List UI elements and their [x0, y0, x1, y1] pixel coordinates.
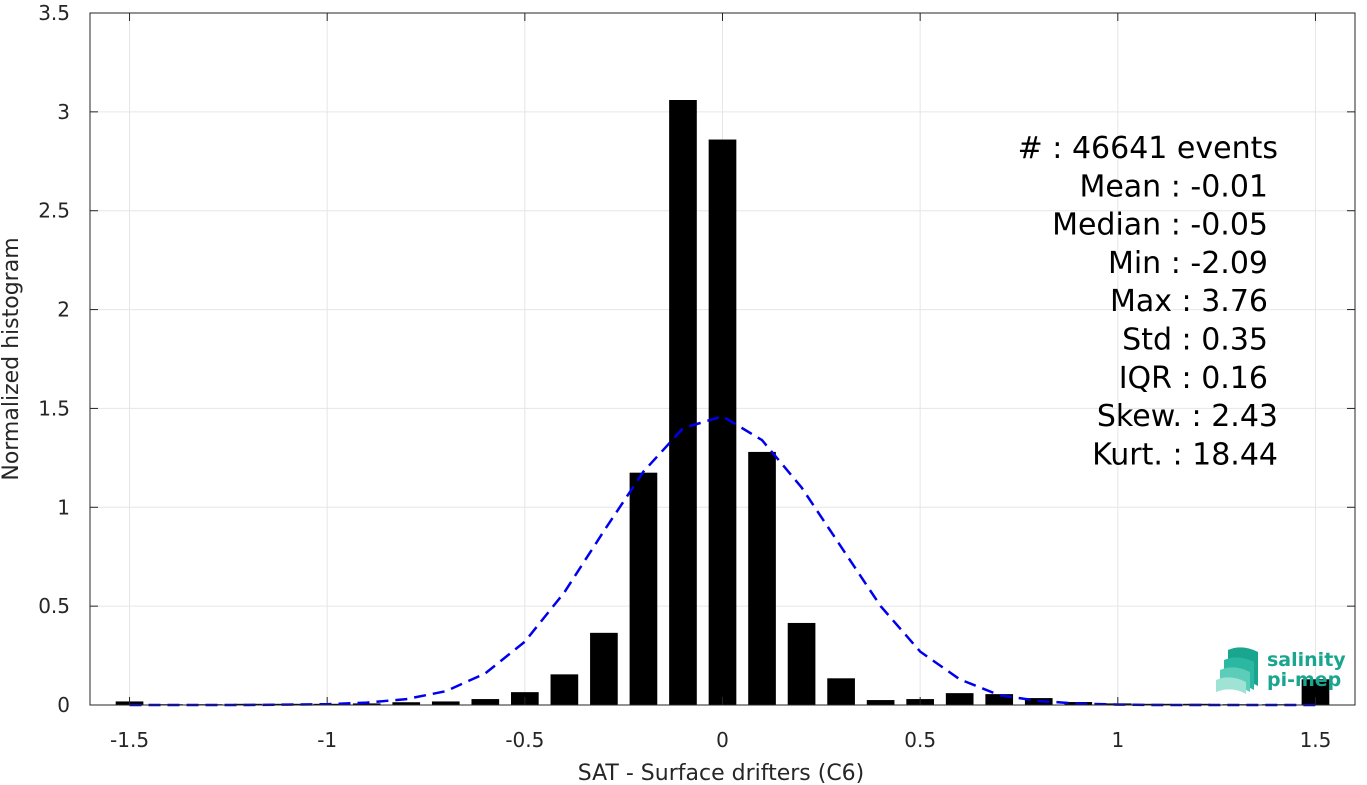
stat-line: # : 46641 events: [1018, 131, 1278, 166]
x-ticks: -1.5 -1 -0.5 0 0.5 1 1.5: [110, 13, 1331, 752]
y-tick-label: 1: [57, 495, 70, 519]
x-tick-label: -1: [317, 728, 337, 752]
histogram-bar: [748, 451, 776, 705]
histogram-bar: [352, 703, 381, 705]
y-ticks: 0 0.5 1 1.5 2 2.5 3 3.5: [38, 1, 1355, 717]
histogram-bar: [629, 472, 658, 705]
y-axis-label: Normalized histogram: [0, 237, 24, 480]
histogram-bar: [827, 678, 855, 705]
histogram-bar: [866, 700, 895, 705]
stat-line: Min : -2.09: [1108, 246, 1268, 281]
stat-line: Max : 3.76: [1110, 284, 1268, 319]
y-tick-label: 0.5: [38, 594, 70, 618]
y-tick-label: 3.5: [38, 1, 70, 25]
x-tick-label: 1.5: [1300, 728, 1332, 752]
x-tick-label: 0: [716, 728, 729, 752]
logo-line1: salinity: [1267, 649, 1346, 671]
histogram-bar: [669, 99, 697, 706]
y-tick-label: 2.5: [38, 199, 70, 223]
stat-line: Std : 0.35: [1122, 323, 1268, 358]
stat-line: Skew. : 2.43: [1097, 399, 1278, 434]
stat-line: IQR : 0.16: [1119, 361, 1268, 396]
histogram-bar: [392, 702, 421, 705]
x-tick-label: 1: [1111, 728, 1124, 752]
histogram-bar: [471, 699, 500, 705]
stat-line: Mean : -0.01: [1079, 169, 1268, 204]
histogram-bar: [945, 693, 974, 705]
stat-line: Median : -0.05: [1052, 208, 1268, 243]
y-tick-label: 1.5: [38, 396, 70, 420]
salinity-pi-mep-logo: salinity pi-mep: [1216, 647, 1346, 694]
y-tick-label: 3: [57, 100, 70, 124]
y-tick-label: 0: [57, 693, 70, 717]
x-tick-label: -1.5: [110, 728, 149, 752]
histogram-bar: [431, 701, 460, 705]
x-tick-label: -0.5: [505, 728, 544, 752]
bars: [115, 99, 1330, 706]
x-tick-label: 0.5: [904, 728, 936, 752]
histogram-bar: [985, 694, 1014, 705]
logo-line2: pi-mep: [1267, 669, 1341, 691]
histogram-bar: [550, 674, 579, 705]
histogram-bar: [787, 622, 816, 705]
logo-waves-icon: [1216, 647, 1258, 694]
x-axis-label: SAT - Surface drifters (C6): [578, 761, 865, 785]
histogram-bar: [590, 632, 618, 705]
stat-line: Kurt. : 18.44: [1092, 437, 1278, 472]
y-tick-label: 2: [57, 298, 70, 322]
